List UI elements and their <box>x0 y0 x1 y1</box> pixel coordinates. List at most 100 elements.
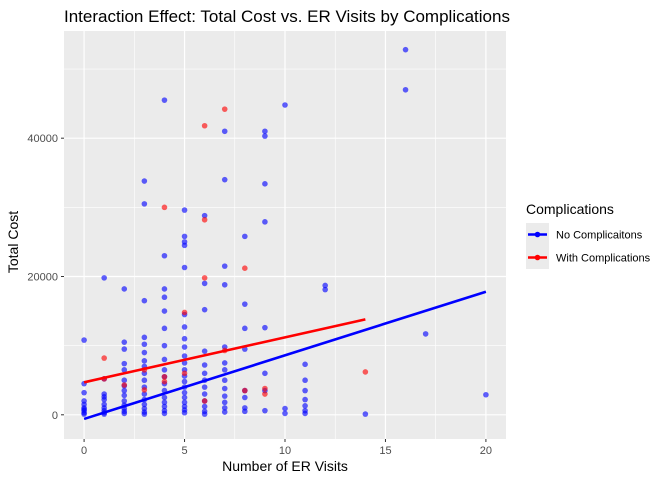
data-point <box>181 207 188 213</box>
x-axis-title: Number of ER Visits <box>222 458 348 474</box>
data-point <box>161 342 168 349</box>
data-point <box>242 265 248 271</box>
data-point <box>161 204 168 211</box>
data-point <box>141 334 148 341</box>
data-point <box>101 275 107 281</box>
data-point <box>181 353 188 359</box>
data-point <box>201 391 208 397</box>
data-point <box>181 264 188 271</box>
data-point <box>242 301 248 307</box>
data-point <box>221 405 228 411</box>
data-point <box>161 378 168 385</box>
data-point <box>302 377 308 384</box>
data-point <box>161 252 168 259</box>
data-point <box>121 382 128 388</box>
data-point <box>161 367 168 373</box>
data-point <box>422 331 429 337</box>
y-tick-label: 20000 <box>27 271 58 283</box>
data-point <box>161 394 168 401</box>
data-point <box>262 324 268 331</box>
data-point <box>141 178 148 184</box>
data-point <box>262 133 268 139</box>
x-tick-label: 5 <box>181 445 187 457</box>
data-point <box>121 387 128 394</box>
data-point <box>302 361 308 368</box>
data-point <box>141 341 148 348</box>
data-point <box>201 403 208 410</box>
data-point <box>81 389 87 396</box>
data-point <box>221 281 228 288</box>
data-point <box>221 367 228 373</box>
trend-line <box>83 290 487 421</box>
data-point <box>201 122 208 129</box>
data-point <box>201 411 208 417</box>
data-point <box>181 324 188 330</box>
trend-line <box>83 318 366 384</box>
data-point <box>141 401 148 408</box>
data-point <box>121 339 128 345</box>
data-point <box>242 233 248 240</box>
data-point <box>201 398 208 404</box>
data-point <box>141 377 148 384</box>
axis-ticks: 0 5 10 15 20 0 20000 40000 <box>27 133 492 457</box>
data-point <box>161 308 168 314</box>
data-point <box>282 410 288 417</box>
data-point <box>221 385 228 392</box>
data-point <box>402 46 409 53</box>
data-point <box>121 360 128 367</box>
data-point <box>141 411 148 417</box>
data-point <box>181 399 188 406</box>
data-point <box>121 398 128 404</box>
data-point <box>141 201 148 207</box>
data-point <box>242 325 248 332</box>
data-point <box>282 102 288 108</box>
data-point <box>201 212 208 219</box>
data-point <box>161 286 168 292</box>
data-point <box>181 409 188 416</box>
data-point <box>242 408 248 415</box>
y-axis-title: Total Cost <box>5 211 21 273</box>
data-point <box>81 337 87 343</box>
data-point <box>201 306 208 313</box>
data-point <box>181 309 188 316</box>
data-point <box>221 399 228 406</box>
data-point <box>161 294 168 301</box>
data-point <box>121 392 128 399</box>
legend-key-point <box>534 231 541 238</box>
data-point <box>362 369 369 375</box>
data-point <box>141 387 148 393</box>
data-point <box>161 356 168 363</box>
data-point <box>302 387 308 394</box>
data-point <box>121 286 128 292</box>
legend: Complications No Complicaitons With Comp… <box>526 201 651 269</box>
data-point <box>221 128 228 135</box>
data-point <box>161 410 168 417</box>
y-tick-label: 0 <box>52 410 58 422</box>
data-point <box>221 176 228 183</box>
data-point <box>181 370 188 377</box>
data-point <box>201 216 208 223</box>
data-point <box>262 181 268 187</box>
legend-key-point <box>534 254 541 261</box>
data-point <box>181 394 188 401</box>
data-point <box>161 399 168 406</box>
data-point <box>201 275 208 281</box>
y-tick-label: 40000 <box>27 133 58 145</box>
data-point <box>141 349 148 356</box>
data-point <box>322 282 328 289</box>
data-point <box>201 362 208 368</box>
data-point <box>181 335 188 342</box>
data-point <box>141 358 148 364</box>
data-point <box>262 219 268 225</box>
data-point <box>81 406 87 413</box>
data-point <box>201 384 208 390</box>
x-tick-label: 10 <box>279 445 291 457</box>
data-point <box>121 377 128 384</box>
data-point <box>141 297 148 304</box>
legend-title: Complications <box>526 201 614 217</box>
data-point <box>161 325 168 332</box>
data-point <box>121 367 128 373</box>
data-point <box>181 389 188 396</box>
data-point <box>242 394 248 401</box>
